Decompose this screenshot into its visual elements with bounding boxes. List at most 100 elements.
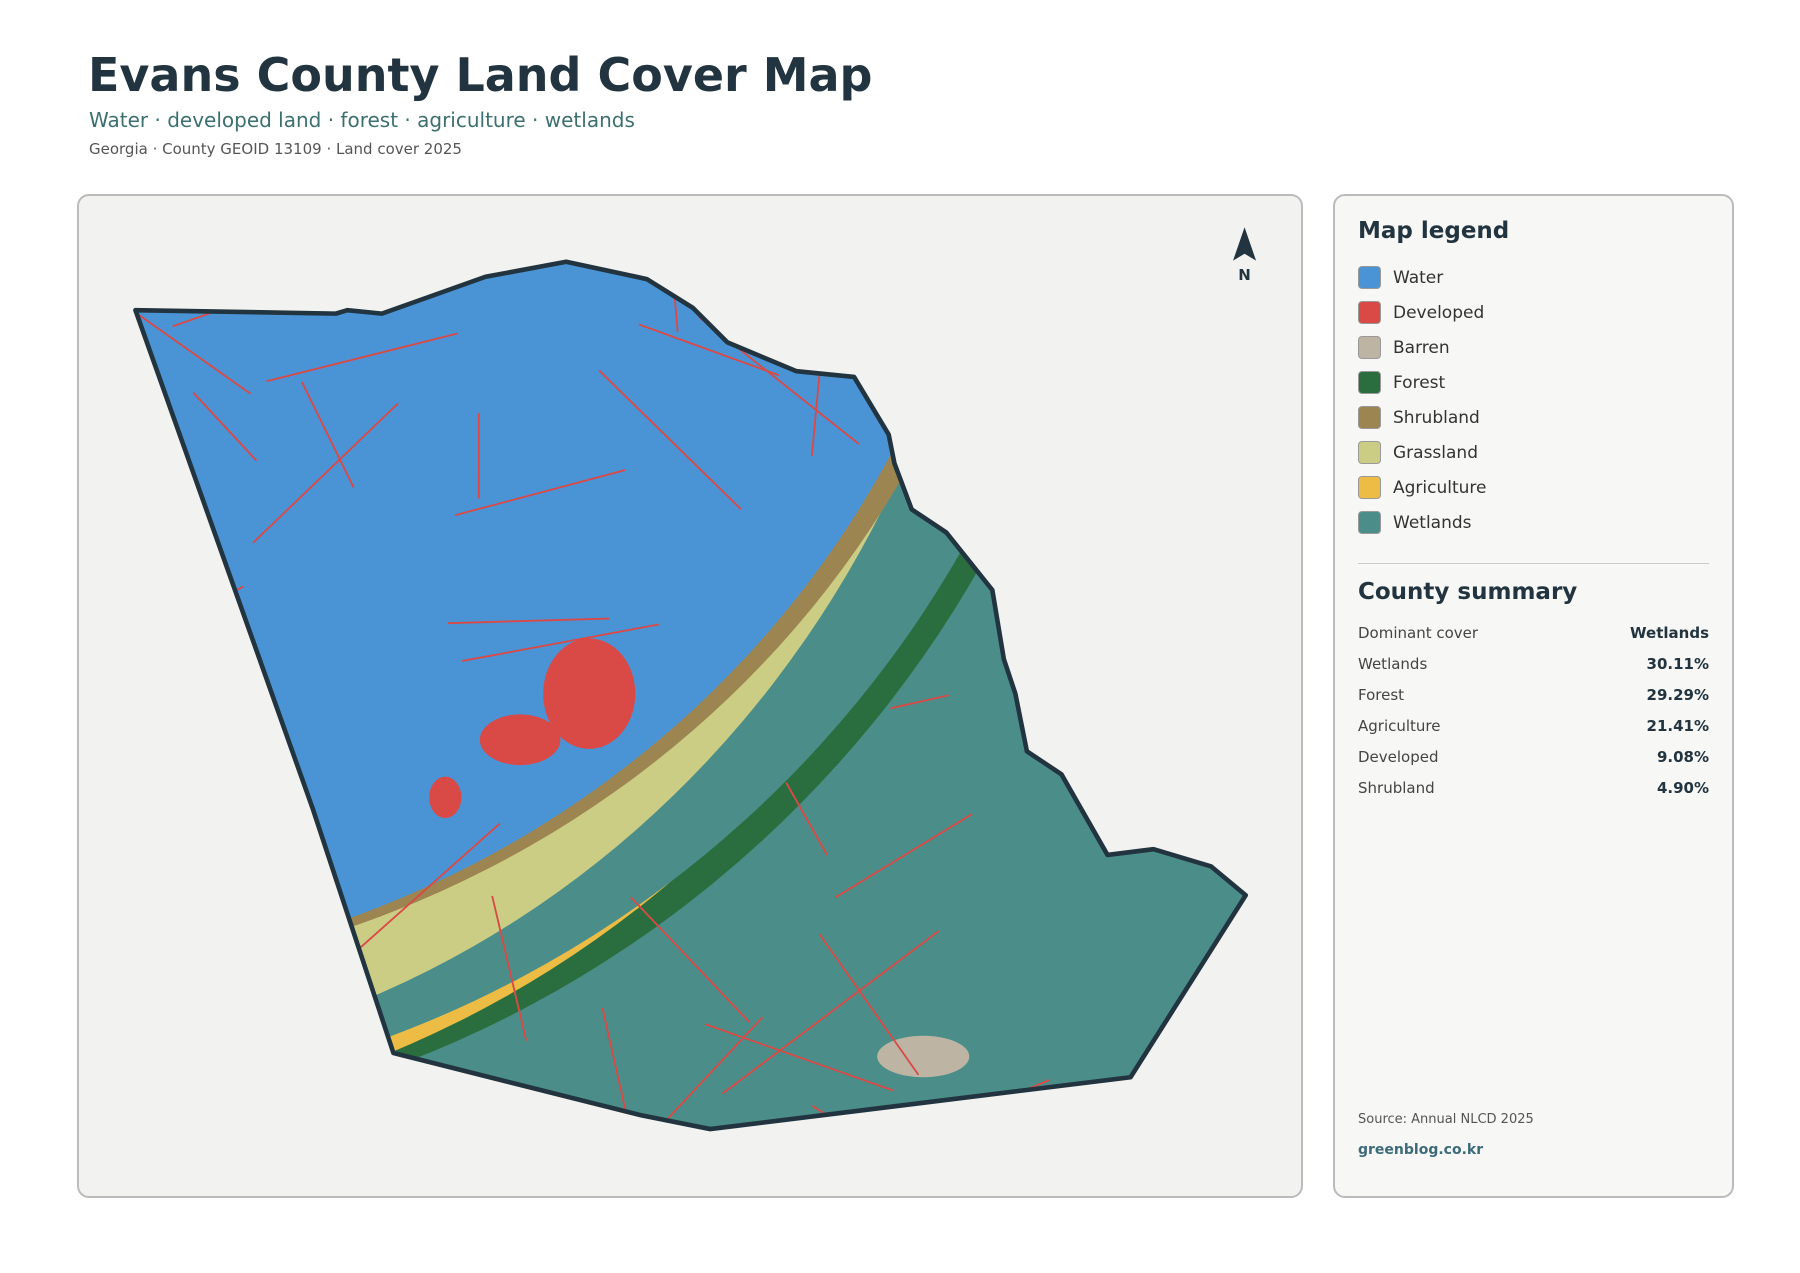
wetland-patch — [135, 261, 510, 290]
divider — [1358, 563, 1709, 564]
legend-item: Barren — [1358, 336, 1450, 359]
road — [135, 279, 252, 395]
county-outline — [133, 259, 1249, 1132]
legend-label: Shrubland — [1393, 407, 1480, 428]
road — [1086, 533, 1221, 682]
map: N — [79, 196, 1257, 1132]
forest-patch — [135, 261, 315, 327]
summary-row: Wetlands 30.11% — [1358, 655, 1709, 673]
map-panel: N — [77, 194, 1303, 1198]
legend-swatch — [1358, 301, 1381, 324]
road — [630, 896, 751, 1023]
legend-swatch — [1358, 371, 1381, 394]
forest-patch — [135, 261, 608, 276]
road — [1150, 343, 1246, 372]
summary-value: Wetlands — [1630, 624, 1709, 642]
agriculture-patch — [135, 261, 755, 271]
developed-core — [543, 638, 636, 749]
legend-label: Water — [1393, 267, 1444, 288]
wetland-patch — [135, 261, 503, 267]
agriculture-patch — [135, 261, 354, 288]
summary-label: Forest — [1358, 686, 1405, 704]
summary-label: Developed — [1358, 748, 1439, 766]
legend-swatch — [1358, 406, 1381, 429]
forest-patch — [135, 261, 962, 267]
developed-area — [479, 714, 561, 766]
summary-row: Dominant cover Wetlands — [1358, 624, 1709, 642]
road — [835, 813, 973, 898]
road — [355, 822, 501, 952]
developed-area — [429, 776, 462, 819]
road — [704, 1023, 894, 1092]
forest-patch — [135, 261, 331, 265]
road — [139, 821, 296, 890]
agriculture-patch — [135, 261, 473, 311]
road — [601, 1007, 639, 1130]
summary-value: 21.41% — [1646, 717, 1709, 735]
road — [462, 623, 660, 662]
legend-label: Grassland — [1393, 442, 1478, 463]
summary-label: Shrubland — [1358, 779, 1435, 797]
road — [135, 585, 244, 665]
legend-item: Grassland — [1358, 441, 1478, 464]
legend-item: Water — [1358, 266, 1443, 289]
forest-patch — [135, 261, 392, 326]
legend-item: Developed — [1358, 301, 1484, 324]
legend-swatch — [1358, 476, 1381, 499]
site-link[interactable]: greenblog.co.kr — [1358, 1142, 1484, 1158]
legend-title: Map legend — [1358, 218, 1510, 244]
road — [785, 782, 828, 856]
summary-label: Wetlands — [1358, 655, 1428, 673]
road — [136, 682, 152, 771]
road — [650, 1016, 764, 1130]
legend-item: Forest — [1358, 371, 1445, 394]
summary-row: Developed 9.08% — [1358, 748, 1709, 766]
legend-swatch — [1358, 441, 1381, 464]
road — [151, 547, 194, 667]
title: Evans County Land Cover Map — [88, 48, 873, 102]
legend-item: Agriculture — [1358, 476, 1487, 499]
legend-label: Agriculture — [1393, 477, 1487, 498]
road — [598, 369, 742, 510]
barren-area — [877, 1035, 970, 1078]
road — [638, 323, 780, 377]
road — [899, 261, 1031, 324]
legend-swatch — [1358, 266, 1381, 289]
road — [252, 402, 399, 544]
summary-title: County summary — [1358, 579, 1578, 605]
road — [491, 895, 528, 1041]
summary-value: 29.29% — [1646, 686, 1709, 704]
summary-value: 4.90% — [1656, 779, 1709, 797]
north-label: N — [1238, 266, 1251, 284]
road — [192, 391, 258, 462]
agriculture-patch — [135, 261, 532, 293]
road — [301, 381, 355, 488]
legend-label: Forest — [1393, 372, 1446, 393]
road — [721, 930, 940, 1095]
road — [735, 261, 959, 304]
road — [890, 694, 949, 710]
grassland-patch — [135, 261, 511, 272]
summary-row: Shrubland 4.90% — [1358, 779, 1709, 797]
summary-value: 30.11% — [1646, 655, 1709, 673]
forest-patch — [135, 261, 429, 277]
road — [1202, 577, 1246, 742]
wetland-patch — [79, 196, 1021, 258]
road — [811, 1105, 986, 1130]
north-arrow — [1233, 227, 1257, 261]
road — [818, 933, 920, 1076]
forest-patch — [79, 196, 259, 261]
summary-row: Forest 29.29% — [1358, 686, 1709, 704]
land-cover — [79, 196, 1246, 1130]
source: Source: Annual NLCD 2025 — [1358, 1112, 1534, 1127]
road — [991, 304, 1213, 337]
summary-label: Dominant cover — [1358, 624, 1479, 642]
road — [1184, 553, 1234, 640]
side-panel: Map legend Water Developed Barren Forest Shr… — [1333, 194, 1734, 1198]
road — [266, 332, 459, 383]
road — [773, 1122, 779, 1130]
agriculture-patch — [135, 261, 670, 269]
legend-swatch — [1358, 336, 1381, 359]
